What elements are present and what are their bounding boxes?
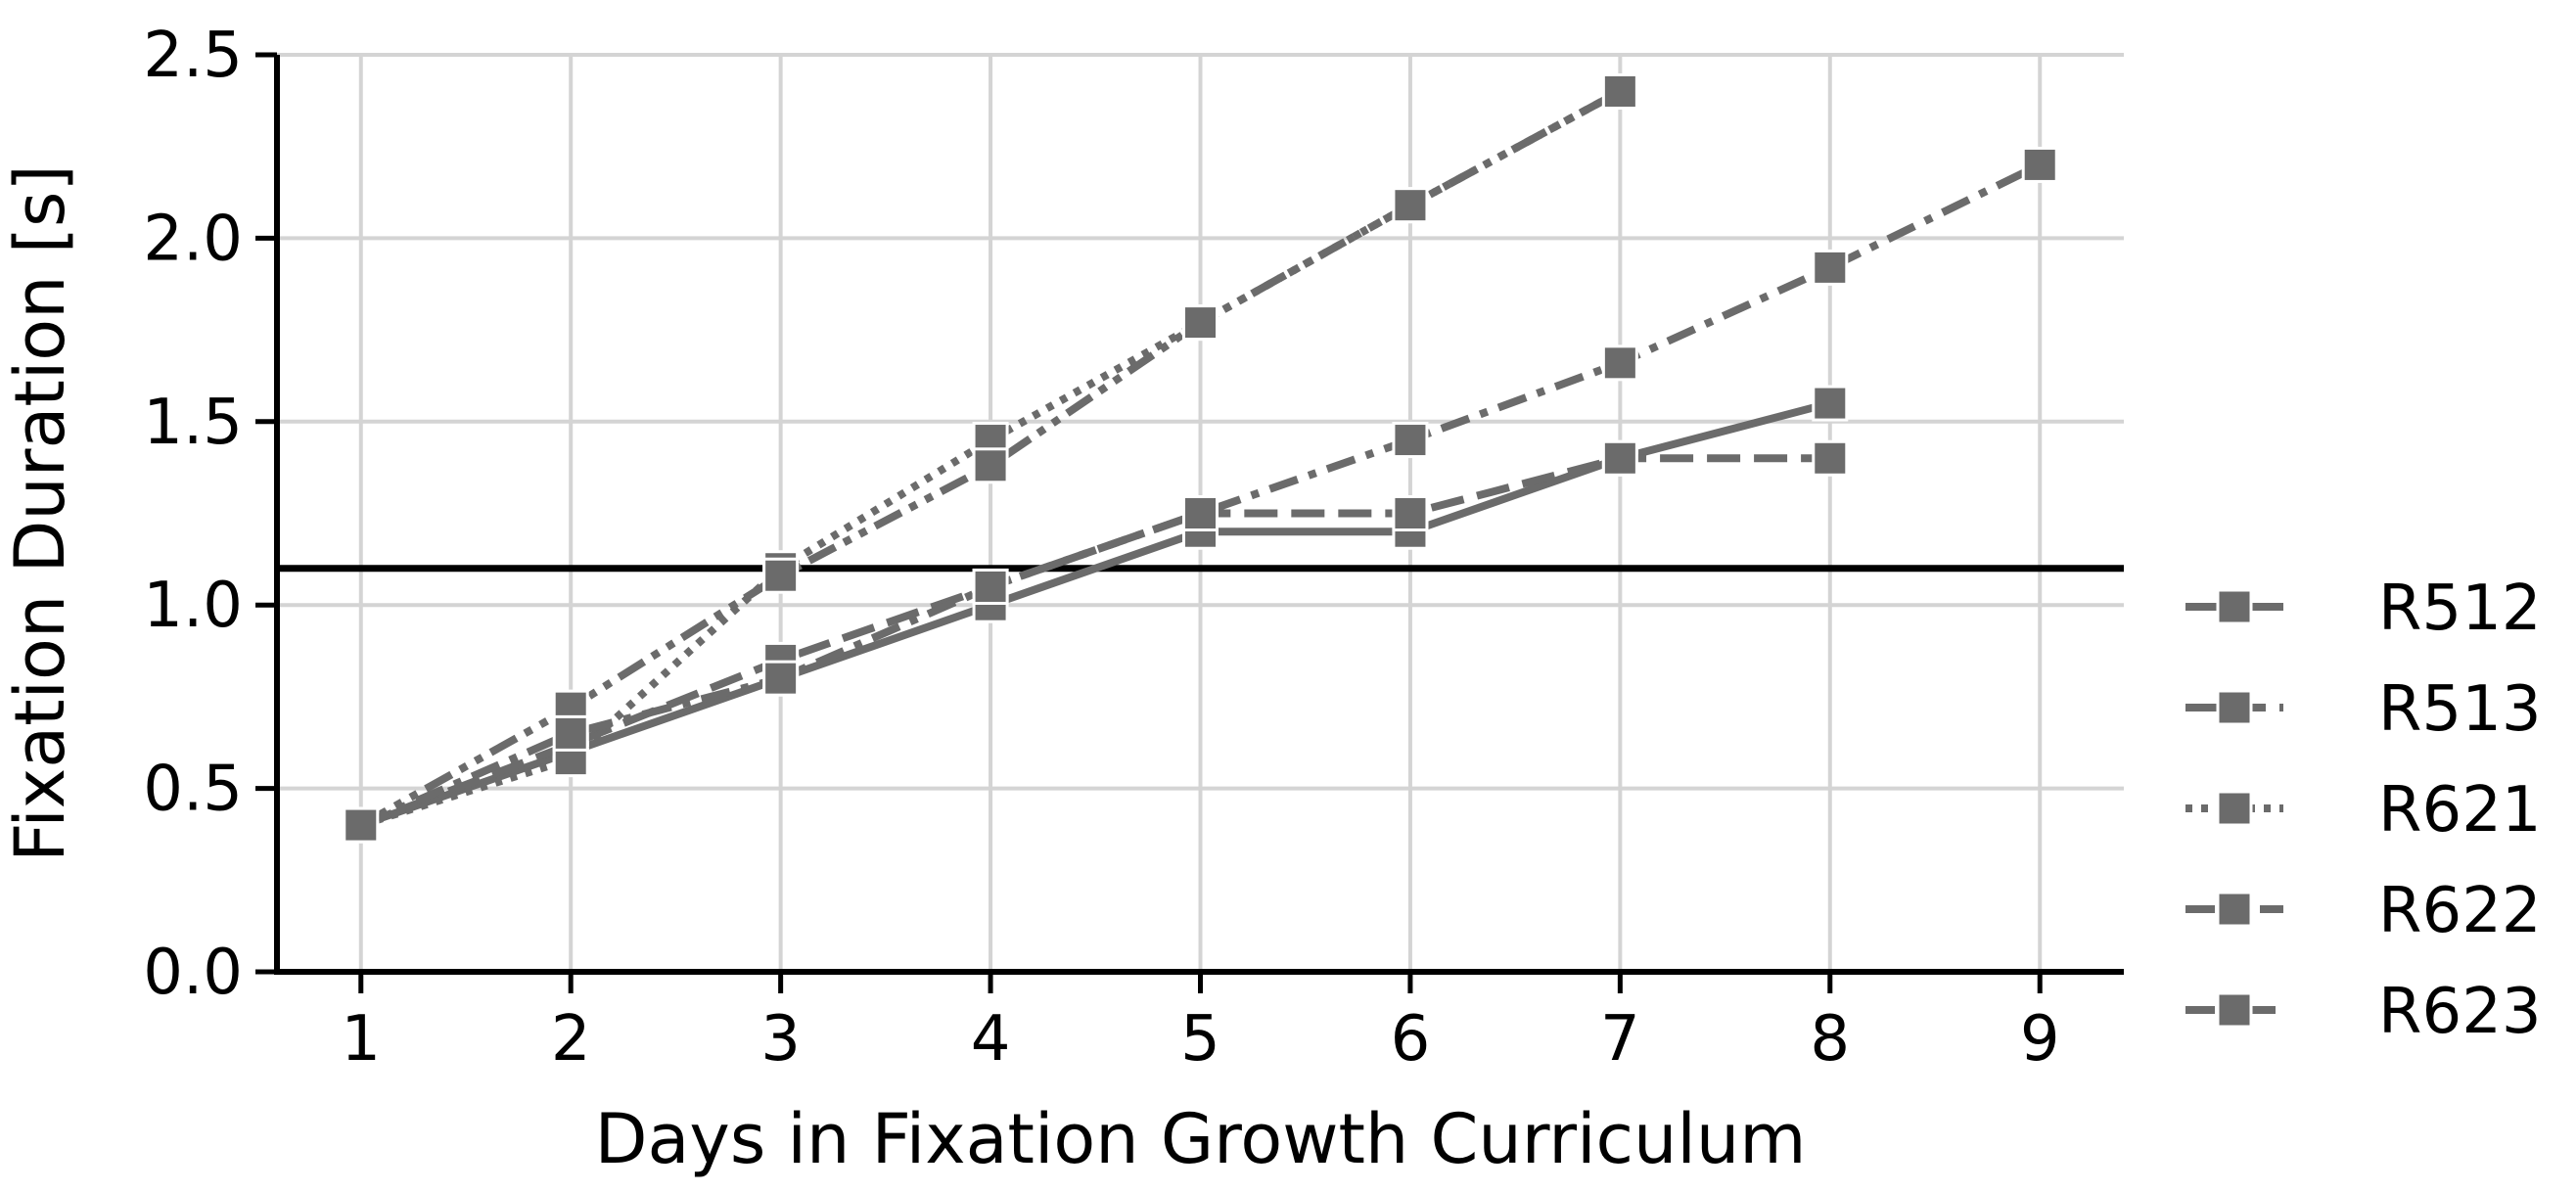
- series-R623: [343, 146, 2058, 844]
- legend-item-R622: R622: [2185, 875, 2542, 947]
- data-point: [1392, 422, 1429, 459]
- data-point: [972, 447, 1009, 484]
- data-point: [1601, 72, 1638, 110]
- x-axis-label: Days in Fixation Growth Curriculum: [595, 1099, 1807, 1179]
- legend-marker: [2216, 588, 2253, 625]
- data-point: [762, 660, 800, 697]
- data-point: [762, 557, 800, 594]
- y-tick-label: 2.5: [143, 20, 243, 92]
- data-point: [2021, 146, 2058, 183]
- x-tick-label: 9: [2020, 1003, 2060, 1076]
- data-point: [343, 806, 380, 844]
- data-point: [1812, 249, 1849, 286]
- x-tick-label: 8: [1810, 1003, 1850, 1076]
- y-tick-label: 0.5: [143, 754, 243, 826]
- y-tick-label: 1.0: [143, 570, 243, 642]
- y-axis-label: Fixation Duration [s]: [0, 164, 80, 862]
- series-group: [343, 72, 2058, 844]
- x-tick-label: 7: [1600, 1003, 1640, 1076]
- data-point: [1601, 344, 1638, 382]
- legend-marker: [2216, 689, 2253, 726]
- legend-item-R621: R621: [2185, 774, 2542, 847]
- legend-marker: [2216, 891, 2253, 928]
- legend-label: R622: [2378, 875, 2542, 947]
- legend-marker: [2216, 991, 2253, 1029]
- legend-item-R623: R623: [2185, 976, 2542, 1048]
- legend-item-R512: R512: [2185, 573, 2542, 645]
- data-point: [1392, 187, 1429, 224]
- y-tick-label: 0.0: [143, 937, 243, 1009]
- data-point: [1182, 304, 1219, 342]
- legend-label: R512: [2378, 573, 2542, 645]
- data-point: [1812, 439, 1849, 477]
- legend-label: R513: [2378, 673, 2542, 746]
- data-point: [1812, 385, 1849, 422]
- x-tick-label: 5: [1180, 1003, 1220, 1076]
- data-point: [1182, 495, 1219, 531]
- tick-labels: 1 2 3 4 5 6 7 8 9 0.0 0.5 1.0 1.5 2.0 2.5: [143, 20, 2059, 1076]
- x-tick-label: 4: [971, 1003, 1011, 1076]
- data-point: [552, 714, 589, 752]
- x-tick-label: 6: [1391, 1003, 1431, 1076]
- data-point: [1392, 495, 1429, 531]
- data-point: [972, 568, 1009, 605]
- y-tick-label: 2.0: [143, 203, 243, 275]
- y-tick-label: 1.5: [143, 387, 243, 459]
- legend-label: R621: [2378, 774, 2542, 847]
- legend-label: R623: [2378, 976, 2542, 1048]
- x-tick-label: 1: [341, 1003, 381, 1076]
- legend: R512 R513 R621 R622 R623: [2185, 573, 2542, 1048]
- legend-marker: [2216, 790, 2253, 827]
- x-tick-label: 2: [551, 1003, 591, 1076]
- series-line: [359, 454, 1830, 829]
- axes: [255, 52, 2124, 993]
- x-tick-label: 3: [760, 1003, 801, 1076]
- legend-item-R513: R513: [2185, 673, 2542, 746]
- data-point: [1601, 439, 1638, 477]
